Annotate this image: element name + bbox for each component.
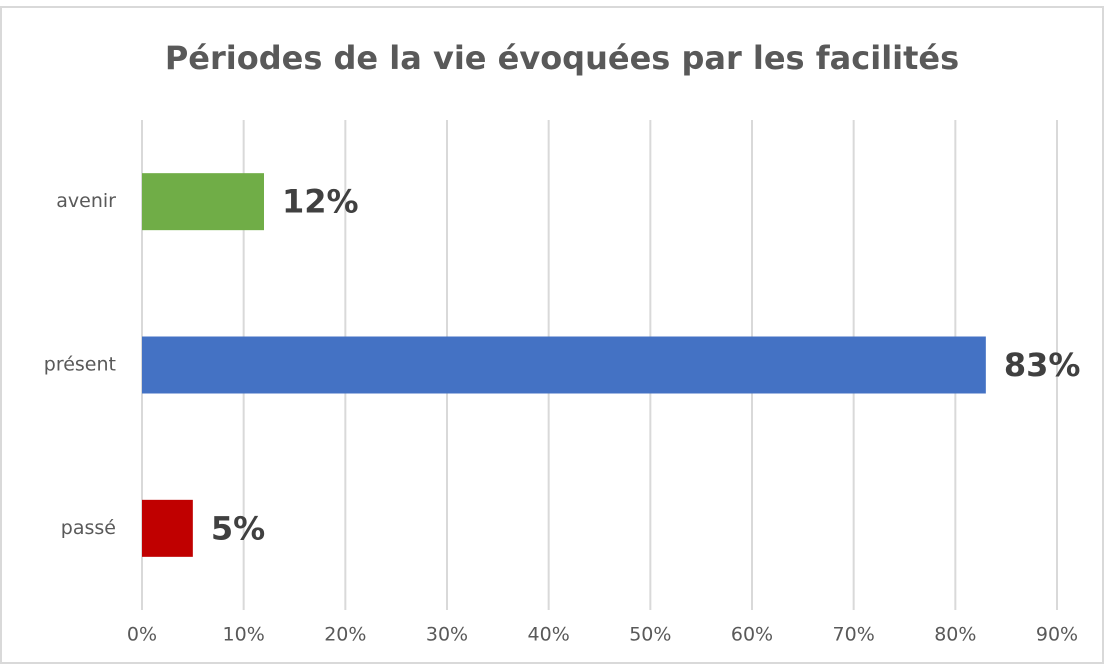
- data-label: 83%: [1004, 346, 1081, 384]
- bar: [142, 173, 264, 231]
- x-tick-label: 30%: [426, 624, 468, 646]
- x-tick-label: 20%: [324, 624, 366, 646]
- chart-border: [0, 6, 1104, 664]
- x-tick-label: 10%: [223, 624, 265, 646]
- x-tick-label: 50%: [629, 624, 671, 646]
- x-tick-label: 70%: [833, 624, 875, 646]
- x-tick-label: 0%: [127, 624, 157, 646]
- x-tick-label: 80%: [934, 624, 976, 646]
- data-label: 12%: [282, 183, 359, 221]
- y-tick-label: passé: [61, 517, 116, 539]
- chart-title: Périodes de la vie évoquées par les faci…: [165, 39, 959, 77]
- x-tick-label: 40%: [528, 624, 570, 646]
- x-tick-label: 90%: [1036, 624, 1078, 646]
- bar: [142, 336, 986, 394]
- bar: [142, 499, 193, 557]
- y-tick-label: avenir: [56, 190, 116, 212]
- y-tick-label: présent: [44, 354, 116, 376]
- data-label: 5%: [211, 509, 265, 547]
- x-tick-label: 60%: [731, 624, 773, 646]
